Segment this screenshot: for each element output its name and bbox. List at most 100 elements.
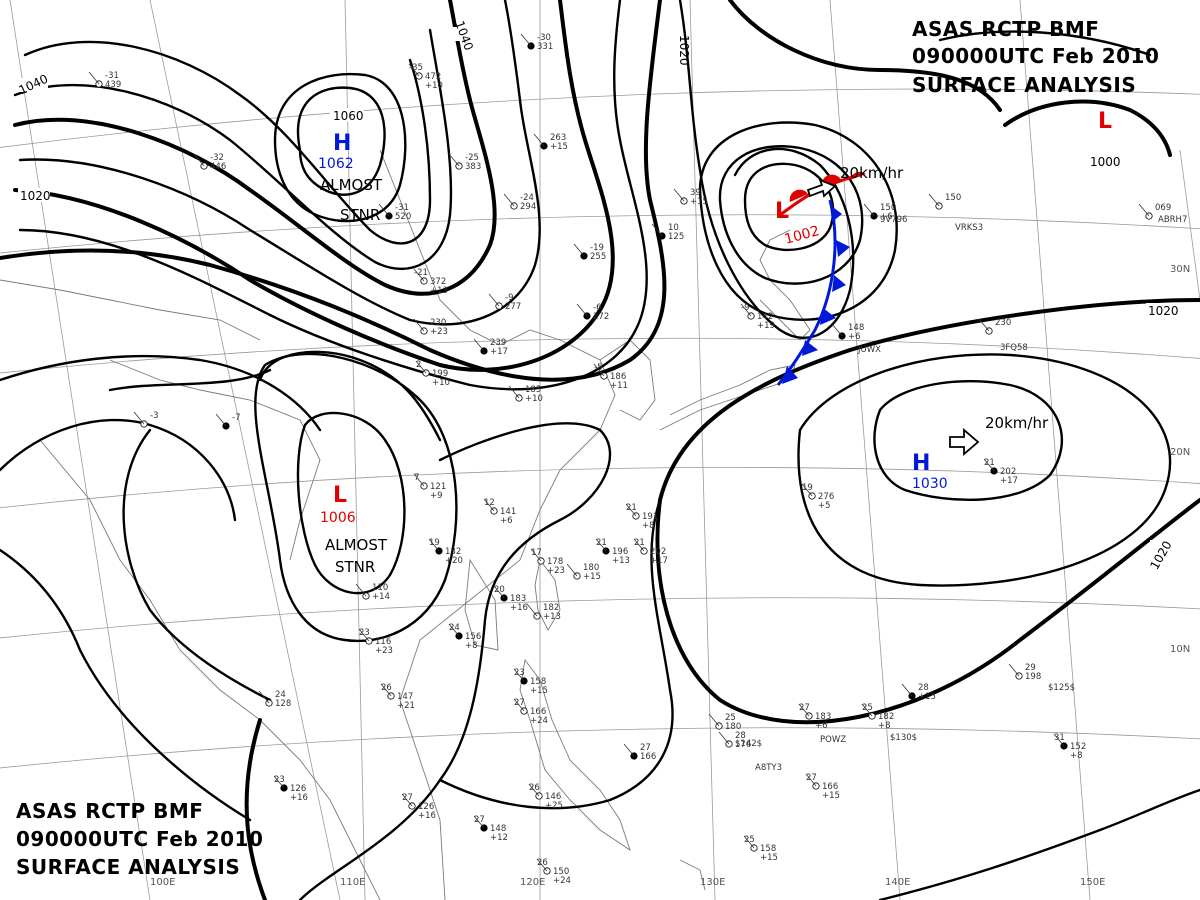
station-plot: 150+6	[863, 203, 896, 222]
station-value: 126	[418, 802, 434, 812]
station-plot: 2 199+10	[415, 360, 450, 388]
station-value: +16	[418, 811, 436, 821]
station-value: +23	[547, 566, 565, 576]
station-value: 150	[880, 203, 896, 213]
station-value: 21	[626, 503, 637, 513]
station-value: 180	[725, 722, 741, 732]
wind-barb	[448, 153, 460, 167]
station-value: 110	[372, 583, 388, 593]
station-value: +21	[397, 701, 415, 711]
wind-barb	[215, 413, 227, 427]
station-value: -35	[409, 63, 423, 73]
station-value: -9	[741, 303, 749, 313]
station-plot: 21 196+13	[595, 538, 630, 566]
station-value: 263	[550, 133, 566, 143]
station-value: 146	[545, 792, 561, 802]
station-value: 186	[610, 372, 626, 382]
wind-barb	[595, 538, 607, 552]
station-value: -31	[105, 71, 119, 81]
wind-barb	[743, 835, 755, 849]
ship-call-sign: 3FQ58	[1000, 343, 1028, 353]
station-plot: 25 182+8	[861, 703, 894, 731]
ship-call-sign: ABRH7	[1158, 215, 1187, 225]
isobar-1016-west	[108, 368, 272, 392]
wind-barb	[401, 793, 413, 807]
wind-barb	[566, 563, 578, 577]
station-value: +15	[690, 197, 708, 207]
wind-barb	[88, 71, 100, 85]
station-value: -24	[520, 193, 534, 203]
isobar-1012-sw	[0, 548, 252, 822]
station-plot: 21 202+17	[633, 538, 668, 566]
wind-barb	[133, 411, 145, 425]
wind-barb	[901, 683, 913, 697]
station-value: +10	[425, 81, 443, 91]
longitude-label: 130E	[700, 877, 725, 888]
station-value: 196	[612, 547, 628, 557]
station-value: 12	[484, 498, 495, 508]
high-pressure-symbol: H	[333, 131, 351, 156]
station-value: 198	[1025, 672, 1041, 682]
station-plot: 110+14	[355, 583, 390, 602]
station-plot: 239+17	[473, 338, 508, 357]
station-plot: 26 147+21	[380, 683, 415, 711]
station-value: 472	[425, 72, 441, 82]
station-value: 31	[1054, 733, 1065, 743]
wind-barb	[593, 363, 605, 377]
station-plot: 27 183+6	[798, 703, 831, 731]
station-value: 230	[995, 318, 1011, 328]
cold-front-line	[776, 199, 837, 386]
station-value: 27	[474, 815, 485, 825]
station-value: +8	[642, 521, 655, 531]
isobar-1052	[23, 40, 432, 245]
station-value: +8	[1070, 751, 1083, 761]
station-value: -19	[590, 243, 604, 253]
station-value: 27	[799, 703, 810, 713]
wind-barb	[380, 683, 392, 697]
wind-barb	[488, 293, 500, 307]
wind-barb	[863, 203, 875, 217]
movement-arrow-icon	[806, 178, 837, 198]
station-plot: -7	[215, 413, 240, 430]
cold-front-triangle	[832, 275, 846, 292]
station-value: 7	[414, 473, 419, 483]
wind-barb	[530, 548, 542, 562]
station-value: 23	[274, 775, 285, 785]
station-value: 202	[1000, 467, 1016, 477]
isobar-1056	[273, 72, 407, 223]
station-value: 141	[500, 507, 516, 517]
station-plot: -5 186+11	[593, 363, 628, 391]
wind-barb	[448, 623, 460, 637]
station-value: +15	[918, 692, 936, 702]
latitude-label: 10N	[1170, 644, 1190, 655]
isobar-1032	[13, 0, 615, 372]
latitude-label: 30N	[1170, 264, 1190, 275]
isobar-1016-north	[678, 0, 855, 340]
wind-barb	[358, 628, 370, 642]
station-value: 152	[1070, 742, 1086, 752]
title-line-3: SURFACE ANALYSIS	[16, 855, 240, 879]
station-value: 239	[490, 338, 506, 348]
movement-speed-label: 20km/hr	[985, 414, 1049, 432]
isobar-1016-sw2	[122, 428, 272, 702]
wind-barb	[413, 318, 425, 332]
station-value: +13	[543, 612, 561, 622]
station-value: +6	[880, 212, 893, 222]
station-value: +11	[610, 381, 628, 391]
isobar-1016-sw	[0, 418, 237, 522]
station-value: 148	[848, 323, 864, 333]
station-value: 23	[514, 668, 525, 678]
station-value: 166	[530, 707, 546, 717]
station-value: +9	[430, 491, 443, 501]
title-block-bottom-left: ASAS RCTP BMF 090000UTC Feb 2010 SURFACE…	[16, 799, 263, 879]
wind-barb	[408, 63, 420, 77]
station-value: 20	[494, 585, 505, 595]
station-value: +12	[490, 833, 508, 843]
station-value: 158	[760, 844, 776, 854]
